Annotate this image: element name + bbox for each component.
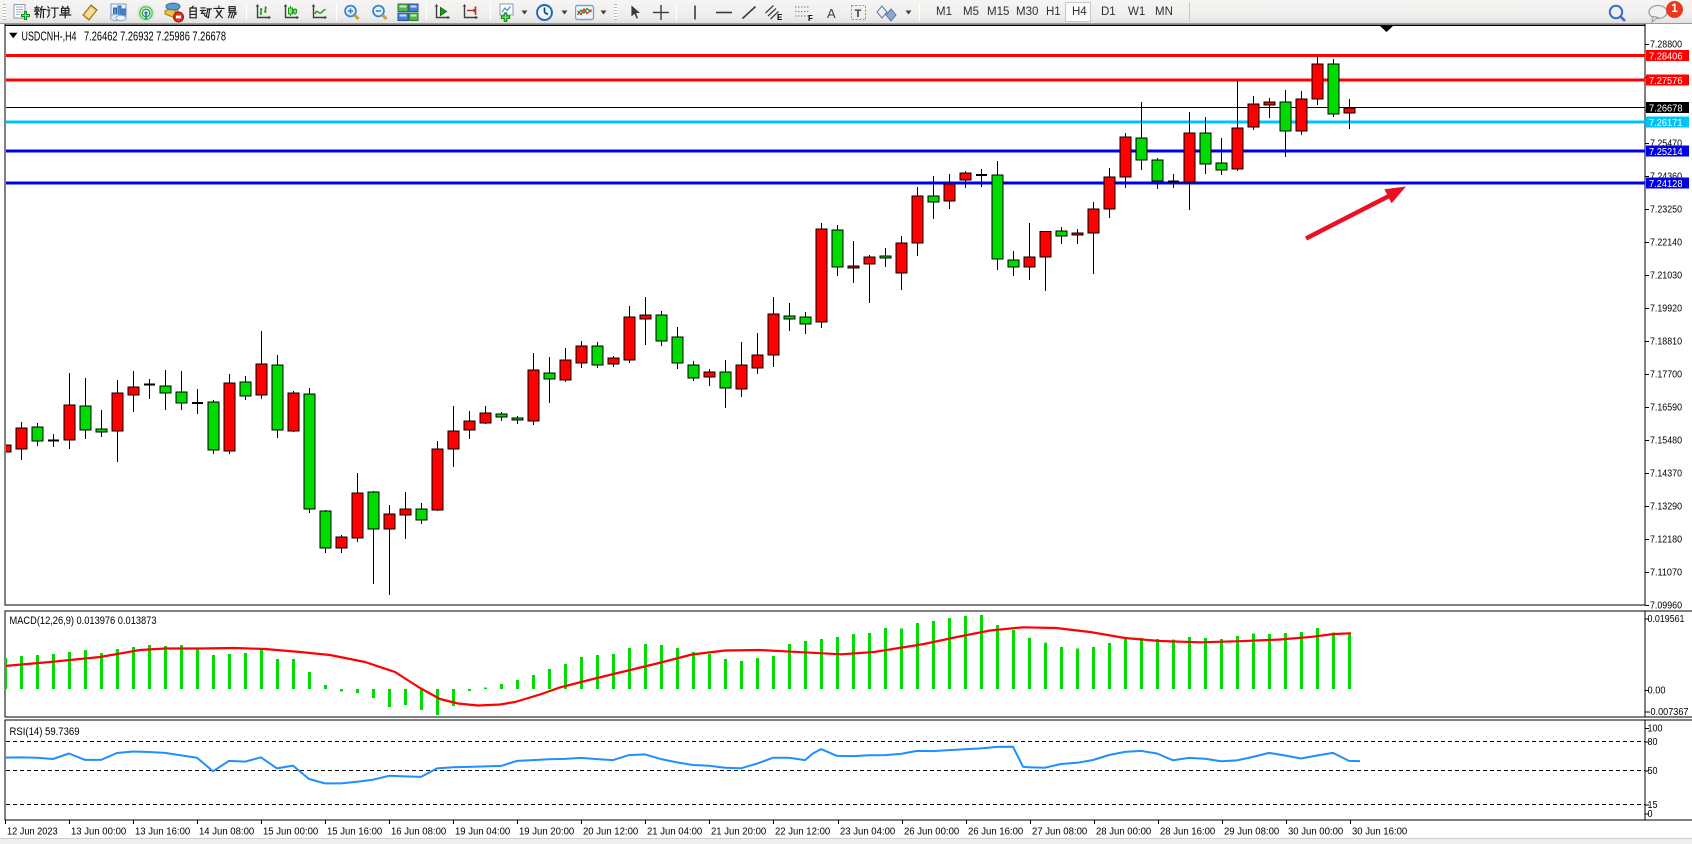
svg-text:26 Jun 16:00: 26 Jun 16:00 xyxy=(968,827,1024,838)
svg-text:19 Jun 20:00: 19 Jun 20:00 xyxy=(519,827,575,838)
svg-text:22 Jun 12:00: 22 Jun 12:00 xyxy=(775,827,831,838)
svg-text:0.00: 0.00 xyxy=(1648,686,1666,697)
svg-text:7.23250: 7.23250 xyxy=(1650,205,1682,216)
svg-text:7.17700: 7.17700 xyxy=(1650,370,1682,381)
svg-text:7.16590: 7.16590 xyxy=(1650,403,1682,414)
svg-text:23 Jun 04:00: 23 Jun 04:00 xyxy=(840,827,896,838)
svg-text:-0.007367: -0.007367 xyxy=(1648,707,1689,718)
svg-text:28 Jun 16:00: 28 Jun 16:00 xyxy=(1160,827,1216,838)
svg-text:T: T xyxy=(855,8,862,20)
svg-text:7.28406: 7.28406 xyxy=(1649,51,1683,62)
svg-text:7.14370: 7.14370 xyxy=(1650,469,1682,480)
svg-text:7.13290: 7.13290 xyxy=(1650,502,1682,513)
svg-text:7.24128: 7.24128 xyxy=(1649,179,1683,190)
svg-text:29 Jun 08:00: 29 Jun 08:00 xyxy=(1224,827,1280,838)
svg-text:20 Jun 12:00: 20 Jun 12:00 xyxy=(583,827,639,838)
svg-text:15 Jun 16:00: 15 Jun 16:00 xyxy=(327,827,383,838)
svg-text:0: 0 xyxy=(1648,809,1653,820)
svg-text:30 Jun 00:00: 30 Jun 00:00 xyxy=(1288,827,1344,838)
svg-text:13 Jun 00:00: 13 Jun 00:00 xyxy=(71,827,127,838)
svg-text:12 Jun 2023: 12 Jun 2023 xyxy=(7,827,58,838)
svg-text:0.019561: 0.019561 xyxy=(1648,614,1685,625)
svg-text:7.12180: 7.12180 xyxy=(1650,535,1682,546)
svg-text:15: 15 xyxy=(1648,800,1658,811)
svg-text:27 Jun 08:00: 27 Jun 08:00 xyxy=(1032,827,1088,838)
svg-text:7.11070: 7.11070 xyxy=(1650,568,1682,579)
svg-text:7.26462 7.26932 7.25986 7.2667: 7.26462 7.26932 7.25986 7.26678 xyxy=(84,30,226,44)
svg-text:USDCNH-,H4: USDCNH-,H4 xyxy=(22,30,77,44)
svg-text:13 Jun 16:00: 13 Jun 16:00 xyxy=(135,827,191,838)
svg-text:7.18810: 7.18810 xyxy=(1650,337,1682,348)
svg-text:21 Jun 04:00: 21 Jun 04:00 xyxy=(647,827,703,838)
svg-text:F: F xyxy=(808,14,813,23)
svg-text:100: 100 xyxy=(1648,724,1663,735)
svg-text:80: 80 xyxy=(1648,737,1658,748)
svg-text:7.27576: 7.27576 xyxy=(1649,76,1683,87)
svg-text:7.09960: 7.09960 xyxy=(1650,601,1682,612)
svg-text:7.28800: 7.28800 xyxy=(1650,40,1682,51)
svg-text:E: E xyxy=(777,13,783,22)
svg-text:7.25470: 7.25470 xyxy=(1650,139,1682,150)
svg-text:26 Jun 00:00: 26 Jun 00:00 xyxy=(904,827,960,838)
svg-text:7.22140: 7.22140 xyxy=(1650,238,1682,249)
svg-text:28 Jun 00:00: 28 Jun 00:00 xyxy=(1096,827,1152,838)
svg-text:MACD(12,26,9) 0.013976 0.01387: MACD(12,26,9) 0.013976 0.013873 xyxy=(10,615,157,627)
svg-text:15 Jun 00:00: 15 Jun 00:00 xyxy=(263,827,319,838)
svg-text:50: 50 xyxy=(1648,766,1658,777)
svg-text:7.25214: 7.25214 xyxy=(1649,147,1683,158)
svg-text:7.24360: 7.24360 xyxy=(1650,172,1682,183)
svg-text:7.26171: 7.26171 xyxy=(1649,118,1683,129)
svg-text:14 Jun 08:00: 14 Jun 08:00 xyxy=(199,827,255,838)
svg-text:RSI(14) 59.7369: RSI(14) 59.7369 xyxy=(10,726,80,738)
svg-text:7.19920: 7.19920 xyxy=(1650,304,1682,315)
svg-text:7.15480: 7.15480 xyxy=(1650,436,1682,447)
svg-text:21 Jun 20:00: 21 Jun 20:00 xyxy=(711,827,767,838)
svg-text:30 Jun 16:00: 30 Jun 16:00 xyxy=(1352,827,1408,838)
svg-text:7.26678: 7.26678 xyxy=(1649,103,1683,114)
svg-text:16 Jun 08:00: 16 Jun 08:00 xyxy=(391,827,447,838)
svg-text:7.21030: 7.21030 xyxy=(1650,271,1682,282)
svg-text:19 Jun 04:00: 19 Jun 04:00 xyxy=(455,827,511,838)
